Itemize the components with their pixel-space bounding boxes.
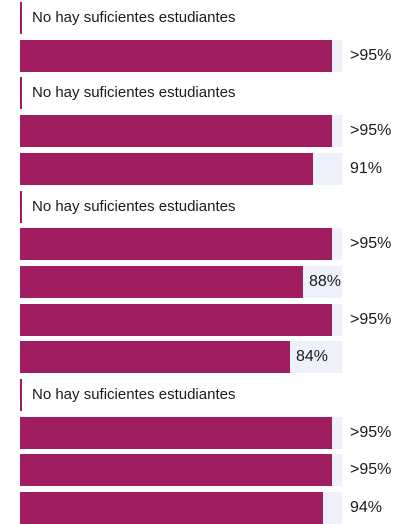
row-marker — [20, 379, 22, 411]
row-marker — [20, 2, 22, 34]
no-data-row: No hay suficientes estudiantes — [20, 77, 407, 109]
data-label: 88% — [309, 266, 342, 298]
bar — [20, 266, 303, 298]
bar-row: >95% — [20, 228, 407, 260]
data-label: >95% — [350, 424, 392, 441]
no-data-message: No hay suficientes estudiantes — [32, 386, 236, 403]
bar — [20, 40, 332, 72]
no-data-message: No hay suficientes estudiantes — [32, 198, 236, 215]
bar — [20, 341, 290, 373]
no-data-row: No hay suficientes estudiantes — [20, 2, 407, 34]
bar-row: >95% — [20, 454, 407, 486]
no-data-row: No hay suficientes estudiantes — [20, 379, 407, 411]
no-data-message: No hay suficientes estudiantes — [32, 9, 236, 26]
bar-row: 88% — [20, 266, 407, 298]
bar-row: >95% — [20, 304, 407, 336]
no-data-row: No hay suficientes estudiantes — [20, 191, 407, 223]
data-label: 84% — [296, 341, 329, 373]
data-label: 91% — [350, 160, 383, 177]
bar — [20, 492, 323, 524]
bar-row: >95% — [20, 115, 407, 147]
bar-row: >95% — [20, 40, 407, 72]
data-label: >95% — [350, 47, 392, 64]
bar — [20, 304, 332, 336]
row-marker — [20, 191, 22, 223]
bar — [20, 228, 332, 260]
bar — [20, 417, 332, 449]
data-label: >95% — [350, 461, 392, 478]
data-label: >95% — [350, 122, 392, 139]
bar-row: 94% — [20, 492, 407, 524]
bar-row: 91% — [20, 153, 407, 185]
bar — [20, 115, 332, 147]
bar — [20, 153, 313, 185]
bar-row: >95% — [20, 417, 407, 449]
data-label: 94% — [350, 499, 383, 516]
no-data-message: No hay suficientes estudiantes — [32, 84, 236, 101]
data-label: >95% — [350, 311, 392, 328]
bar-row: 84% — [20, 341, 407, 373]
data-label: >95% — [350, 235, 392, 252]
row-marker — [20, 77, 22, 109]
bar — [20, 454, 332, 486]
